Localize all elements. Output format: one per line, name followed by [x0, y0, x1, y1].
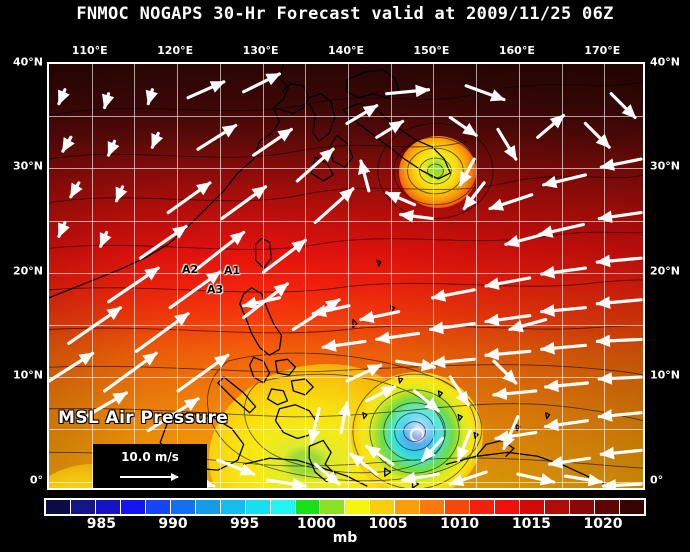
colorbar-tick-1015: 1015	[511, 516, 551, 532]
colorbar-tick-1010: 1010	[440, 516, 480, 532]
colorbar-swatch-1	[70, 500, 96, 514]
colorbar-tick-985: 985	[86, 516, 116, 532]
colorbar-swatch-10	[295, 500, 321, 514]
colorbar-tick-995: 995	[230, 516, 260, 532]
colorbar-swatch-7	[220, 500, 246, 514]
colorbar-swatch-5	[170, 500, 196, 514]
colorbar-swatch-20	[545, 500, 571, 514]
colorbar-swatch-17	[470, 500, 496, 514]
colorbar-swatch-16	[445, 500, 471, 514]
lat-tick-right-30: 30°N	[650, 159, 681, 173]
colorbar-swatch-4	[145, 500, 171, 514]
colorbar-swatch-11	[320, 500, 346, 514]
lat-lon-grid	[49, 64, 643, 488]
lon-tick-160: 160°E	[498, 44, 535, 57]
colorbar-swatch-0	[46, 500, 71, 514]
colorbar-swatch-14	[395, 500, 421, 514]
colorbar-swatch-15	[420, 500, 446, 514]
colorbar-swatch-6	[195, 500, 221, 514]
lon-tick-150: 150°E	[413, 44, 450, 57]
colorbar-swatch-3	[120, 500, 146, 514]
colorbar-swatch-8	[245, 500, 271, 514]
colorbar-tick-1000: 1000	[296, 516, 336, 532]
colorbar-swatch-23	[619, 500, 644, 514]
lat-tick-left-0: 0°	[29, 473, 43, 487]
annotation-a3: A3	[207, 283, 224, 296]
lat-tick-left-30: 30°N	[12, 159, 43, 173]
lon-tick-120: 120°E	[157, 44, 194, 57]
annotation-a2: A2	[182, 263, 199, 276]
lat-tick-right-20: 20°N	[650, 264, 681, 278]
colorbar-swatch-18	[495, 500, 521, 514]
colorbar-tick-1020: 1020	[583, 516, 623, 532]
colorbar-swatch-19	[520, 500, 546, 514]
colorbar-swatch-13	[370, 500, 396, 514]
lat-tick-right-0: 0°	[650, 473, 664, 487]
pressure-colorbar[interactable]	[44, 498, 646, 516]
isobar-contours	[49, 64, 643, 488]
lat-tick-right-40: 40°N	[650, 55, 681, 69]
colorbar-unit: mb	[332, 530, 358, 546]
lon-tick-130: 130°E	[242, 44, 279, 57]
colorbar-tick-990: 990	[158, 516, 188, 532]
lat-tick-left-10: 10°N	[12, 368, 43, 382]
lon-tick-110: 110°E	[71, 44, 108, 57]
colorbar-swatch-22	[594, 500, 620, 514]
lat-tick-right-10: 10°N	[650, 368, 681, 382]
right-arrow-icon	[120, 473, 179, 481]
coastlines	[49, 64, 643, 488]
annotation-a1: A1	[224, 264, 241, 277]
field-label: MSL Air Pressure	[58, 408, 229, 428]
vector-scale-legend: 10.0 m/s	[93, 444, 207, 488]
vector-scale-label: 10.0 m/s	[121, 450, 179, 464]
lon-tick-170: 170°E	[584, 44, 621, 57]
colorbar-swatch-21	[570, 500, 595, 514]
page-title: FNMOC NOGAPS 30-Hr Forecast valid at 200…	[76, 4, 614, 24]
map-canvas[interactable]: A2 A1 A3 MSL Air Pressure 10.0 m/s	[47, 62, 645, 490]
lat-tick-left-40: 40°N	[12, 55, 43, 69]
colorbar-swatch-12	[345, 500, 371, 514]
colorbar-swatch-2	[95, 500, 121, 514]
colorbar-tick-1005: 1005	[368, 516, 408, 532]
colorbar-swatch-9	[270, 500, 296, 514]
wind-vector-field	[49, 64, 643, 488]
lat-tick-left-20: 20°N	[12, 264, 43, 278]
lon-tick-140: 140°E	[328, 44, 364, 57]
